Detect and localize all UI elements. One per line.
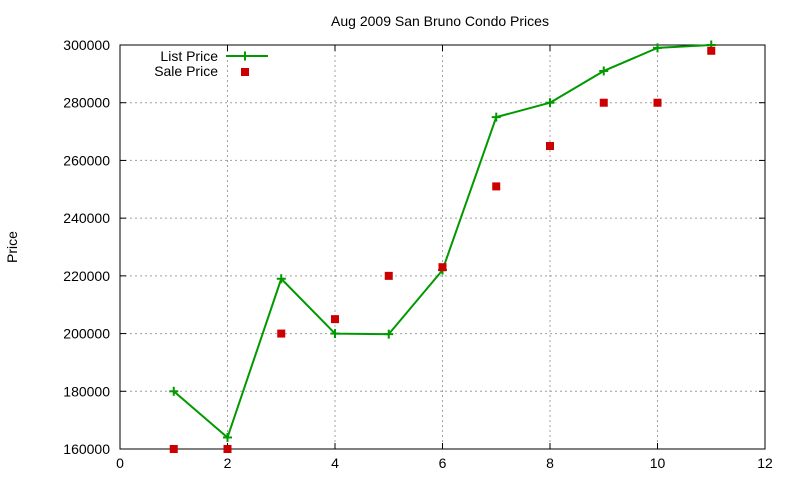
legend-label-sale-price: Sale Price bbox=[154, 63, 218, 79]
legend-swatch-sale-price bbox=[241, 68, 249, 76]
y-tick-label: 180000 bbox=[63, 383, 110, 399]
chart-title: Aug 2009 San Bruno Condo Prices bbox=[331, 13, 549, 29]
data-point bbox=[331, 315, 339, 324]
series bbox=[169, 40, 716, 453]
legend-label-list-price: List Price bbox=[160, 48, 218, 64]
y-tick-label: 300000 bbox=[63, 37, 110, 53]
x-tick-label: 0 bbox=[116, 455, 124, 471]
data-point bbox=[169, 445, 178, 453]
tick-labels: 0 2 4 6 8 10 12 160000 180000 200000 220000 240000 2… bbox=[63, 37, 773, 471]
data-point bbox=[599, 98, 608, 107]
data-point bbox=[438, 263, 447, 272]
y-axis-label: Price bbox=[4, 231, 20, 263]
data-point bbox=[277, 329, 286, 338]
legend-swatch-list-price bbox=[226, 51, 268, 61]
data-point bbox=[492, 182, 501, 191]
data-point bbox=[330, 329, 340, 339]
data-point bbox=[169, 386, 179, 396]
y-tick-label: 240000 bbox=[63, 210, 110, 226]
x-tick-label: 2 bbox=[224, 455, 232, 471]
data-point bbox=[223, 432, 232, 442]
y-tick-label: 160000 bbox=[63, 441, 110, 457]
data-point bbox=[491, 112, 501, 122]
x-tick-label: 10 bbox=[650, 455, 666, 471]
data-point bbox=[653, 43, 662, 53]
data-point bbox=[599, 66, 609, 76]
series-sale-price bbox=[169, 46, 716, 453]
x-tick-label: 8 bbox=[546, 455, 554, 471]
y-tick-label: 220000 bbox=[63, 268, 110, 284]
data-point bbox=[653, 98, 662, 107]
data-point bbox=[276, 274, 286, 284]
data-point bbox=[545, 98, 555, 108]
legend-marker-cross bbox=[240, 51, 250, 61]
data-point bbox=[384, 329, 394, 339]
data-point bbox=[223, 445, 232, 453]
x-tick-label: 4 bbox=[331, 455, 339, 471]
x-tick-label: 6 bbox=[439, 455, 447, 471]
grid bbox=[120, 45, 765, 449]
y-tick-label: 200000 bbox=[63, 326, 110, 342]
x-tick-label: 12 bbox=[757, 455, 773, 471]
legend-marker-square bbox=[241, 68, 249, 76]
y-tick-label: 260000 bbox=[63, 152, 110, 168]
y-tick-label: 280000 bbox=[63, 95, 110, 111]
legend: List Price Sale Price bbox=[154, 48, 268, 79]
data-point bbox=[546, 142, 554, 150]
data-point bbox=[707, 46, 716, 55]
data-point bbox=[384, 271, 393, 280]
